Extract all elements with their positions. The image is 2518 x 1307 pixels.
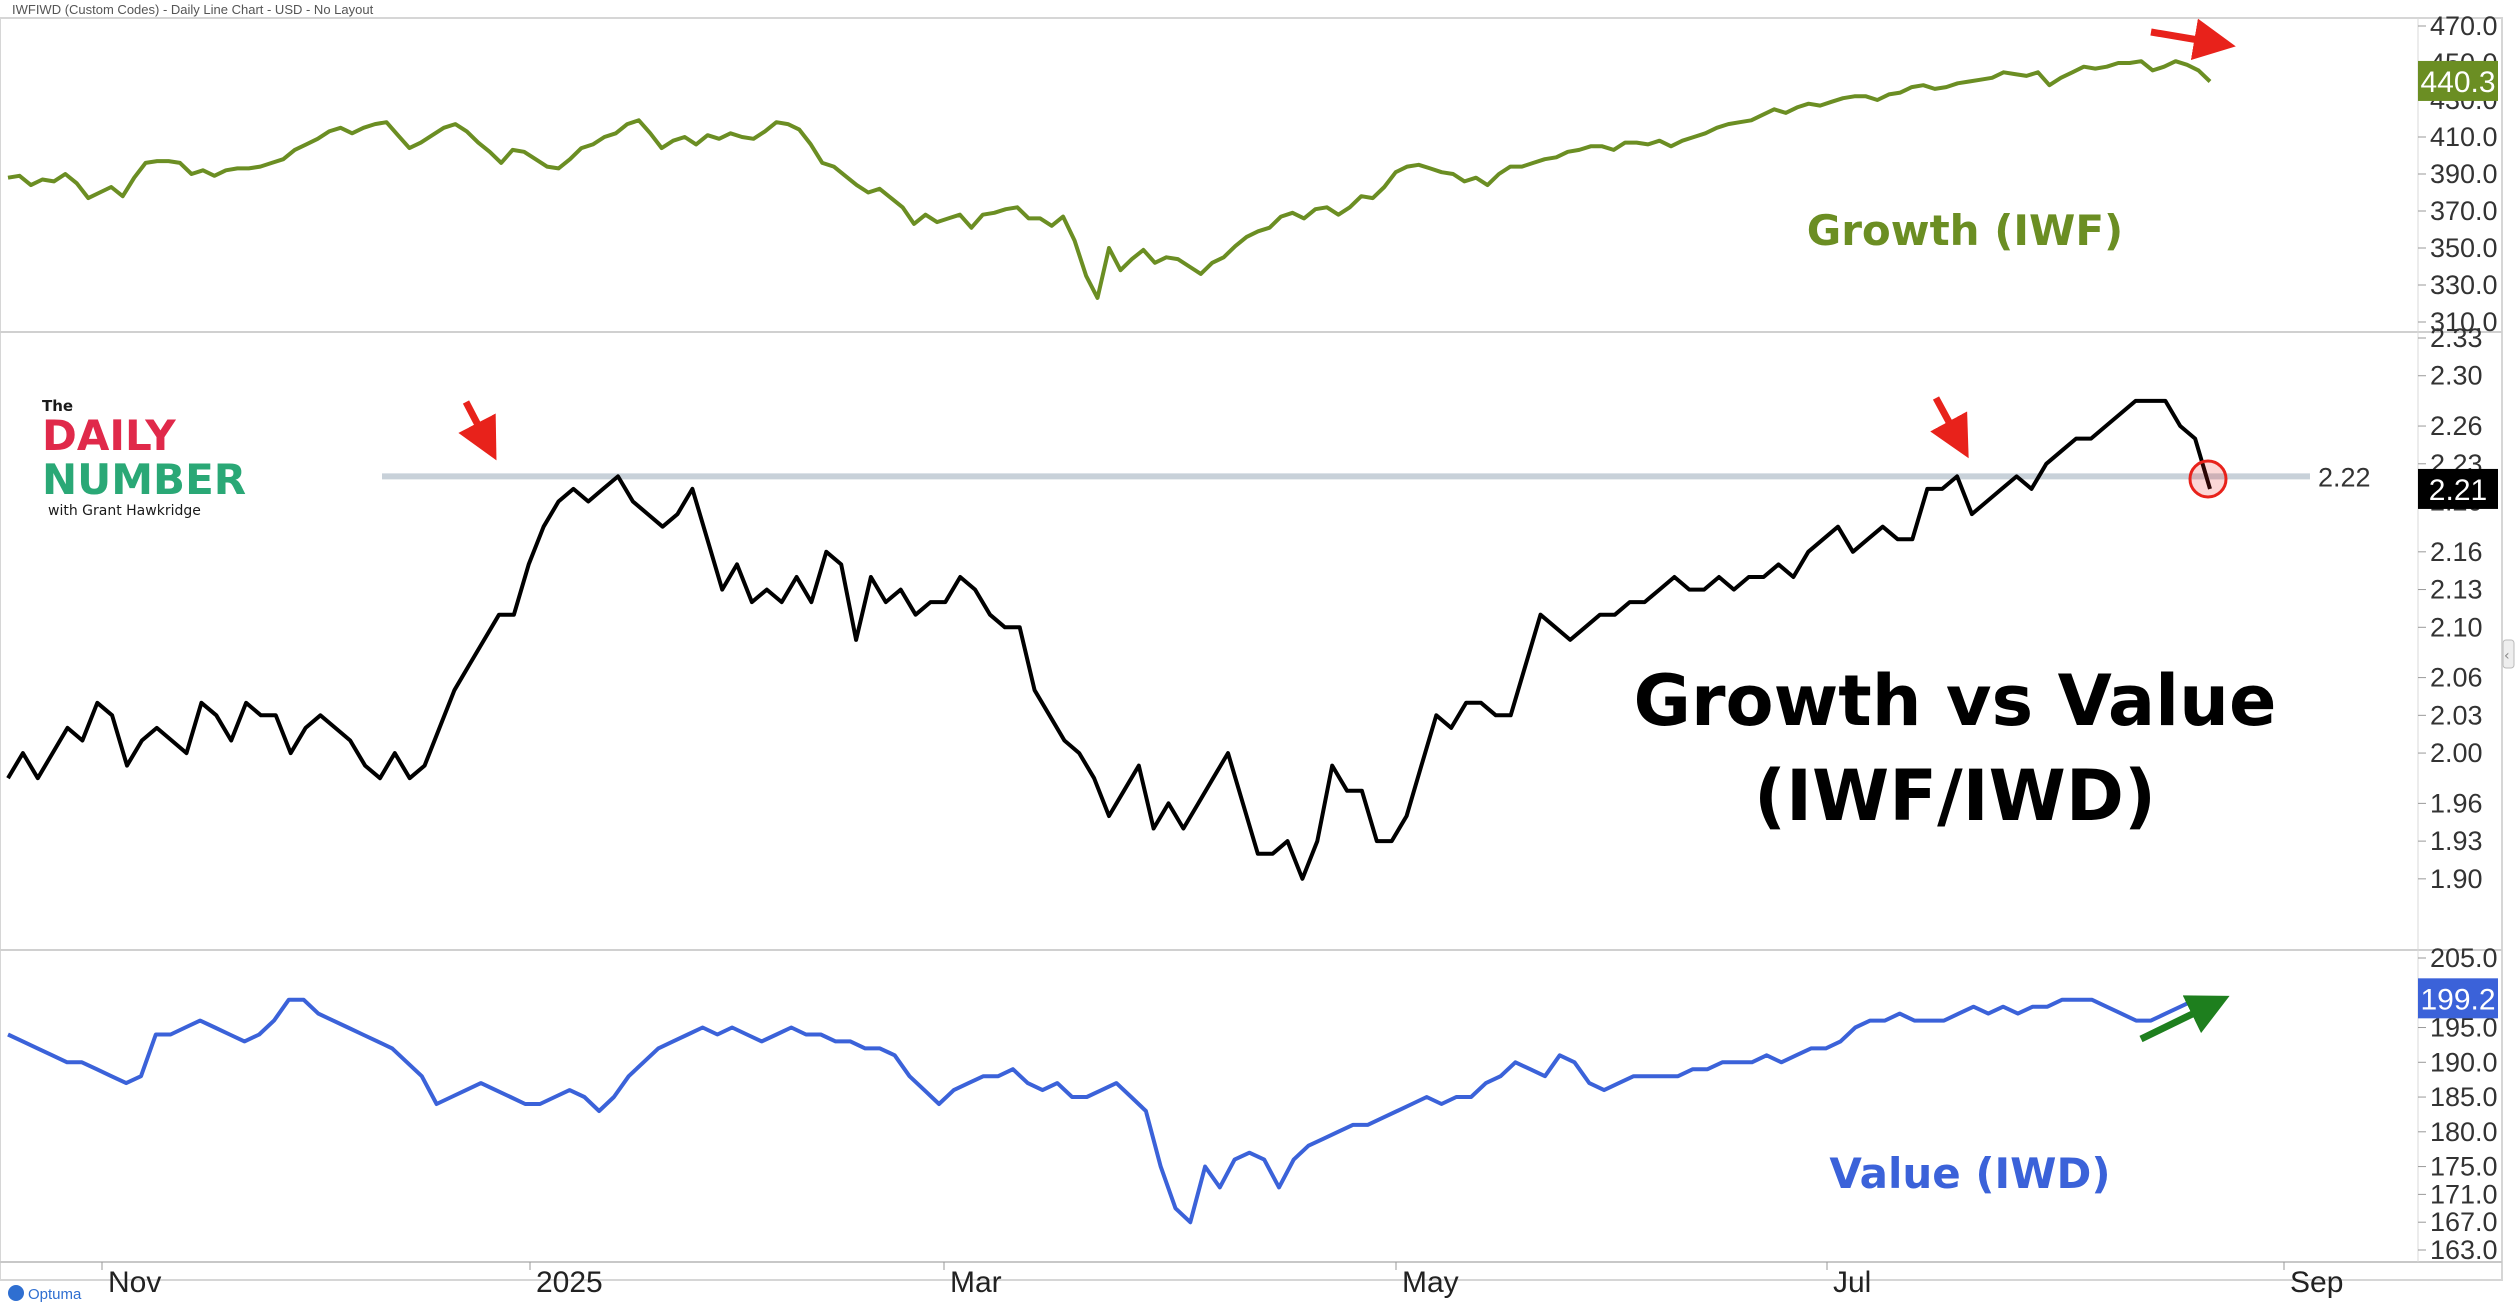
ratio-y-tick-label: 2.10 (2430, 612, 2483, 642)
chevron-left-icon[interactable]: ‹ (2504, 648, 2510, 664)
growth-annotation-label: Growth (IWF) (1807, 206, 2123, 255)
logo-number-text: NUMBER (42, 455, 246, 504)
x-tick-label: May (1402, 1266, 1459, 1299)
x-tick-label: Nov (108, 1266, 161, 1299)
ratio-y-tick-label: 2.33 (2430, 323, 2483, 353)
resistance-line-label: 2.22 (2318, 462, 2371, 492)
ratio-annotation-label-line2: (IWF/IWD) (1754, 755, 2156, 837)
ratio-y-tick-label: 2.26 (2430, 411, 2483, 441)
peak-arrow-icon-left (458, 400, 497, 461)
x-tick-label: Mar (950, 1266, 1002, 1299)
growth-y-tick-label: 410.0 (2430, 122, 2498, 152)
value-y-tick-label: 175.0 (2430, 1152, 2498, 1182)
growth-last-value-box (2418, 60, 2498, 101)
growth-y-tick-label: 390.0 (2430, 159, 2498, 189)
ratio-last-value-text: 2.21 (2429, 474, 2487, 507)
value-y-tick-label: 190.0 (2430, 1047, 2498, 1077)
ratio-y-tick-label: 1.93 (2430, 826, 2483, 856)
value-y-tick-label: 180.0 (2430, 1117, 2498, 1147)
value-up-arrow-icon (2139, 995, 2230, 1043)
ratio-y-tick-label: 2.16 (2430, 537, 2483, 567)
value-annotation-label: Value (IWD) (1829, 1149, 2110, 1198)
logo-daily-text: DAILY (42, 411, 176, 460)
value-y-tick-label: 167.0 (2430, 1207, 2498, 1237)
x-axis-ticks: Nov 2025 Mar May Jul Sep (101, 1262, 2343, 1299)
ratio-y-tick-label: 2.00 (2430, 738, 2483, 768)
scroll-handle[interactable] (2502, 639, 2515, 669)
growth-series-line (7, 59, 2212, 300)
value-series-line (7, 997, 2210, 1225)
ratio-last-value-box (2418, 468, 2498, 509)
growth-y-axis-ticks: 470.0450.0430.0410.0390.0370.0350.0330.0… (2418, 11, 2498, 337)
ratio-y-axis-ticks: 2.332.302.262.232.202.162.132.102.062.03… (2418, 323, 2483, 894)
logo-byline-text: with Grant Hawkridge (48, 503, 201, 519)
optuma-logo-icon (8, 1285, 24, 1301)
x-tick-label: 2025 (536, 1266, 603, 1299)
ratio-annotation-label-line1: Growth vs Value (1634, 660, 2277, 742)
growth-last-value-badge: 440.3 (2418, 60, 2498, 101)
value-y-tick-label: 205.0 (2430, 943, 2498, 973)
value-y-tick-label: 163.0 (2430, 1235, 2498, 1265)
growth-y-tick-label: 470.0 (2430, 11, 2498, 41)
value-last-value-text: 199.2 (2420, 983, 2495, 1016)
ratio-endpoint-circle (2188, 459, 2228, 499)
growth-y-tick-label: 370.0 (2430, 196, 2498, 226)
optuma-brand-text: Optuma (28, 1286, 82, 1303)
ratio-series-line (6, 398, 2212, 881)
value-y-tick-label: 171.0 (2430, 1179, 2498, 1209)
growth-last-value-text: 440.3 (2420, 66, 2495, 99)
ratio-y-tick-label: 1.90 (2430, 864, 2483, 894)
ratio-y-tick-label: 1.96 (2430, 788, 2483, 818)
growth-y-tick-label: 310.0 (2430, 307, 2498, 337)
x-tick-label: Jul (1833, 1266, 1871, 1299)
ratio-y-tick-label: 2.03 (2430, 700, 2483, 730)
x-tick-label: Sep (2290, 1266, 2343, 1299)
peak-arrow-icon-right (1930, 396, 1969, 459)
value-y-axis-ticks: 205.0195.0190.0185.0180.0175.0171.0167.0… (2418, 943, 2498, 1265)
ratio-y-tick-label: 2.30 (2430, 361, 2483, 391)
daily-number-logo: The DAILY NUMBER with Grant Hawkridge (42, 397, 246, 519)
ratio-y-tick-label: 2.13 (2430, 575, 2483, 605)
logo-the-text: The (42, 397, 73, 415)
chart-header-title: IWFIWD (Custom Codes) - Daily Line Chart… (12, 2, 374, 17)
chart-frame (0, 17, 2503, 1281)
ratio-last-value-badge: 2.21 (2418, 468, 2498, 509)
value-last-value-badge: 199.2 (2418, 978, 2498, 1019)
growth-y-tick-label: 330.0 (2430, 270, 2498, 300)
ratio-y-tick-label: 2.06 (2430, 663, 2483, 693)
growth-y-tick-label: 350.0 (2430, 233, 2498, 263)
value-last-value-box (2418, 978, 2498, 1019)
optuma-brand: Optuma (8, 1285, 82, 1303)
value-y-tick-label: 185.0 (2430, 1082, 2498, 1112)
growth-down-arrow-icon (2150, 18, 2236, 61)
